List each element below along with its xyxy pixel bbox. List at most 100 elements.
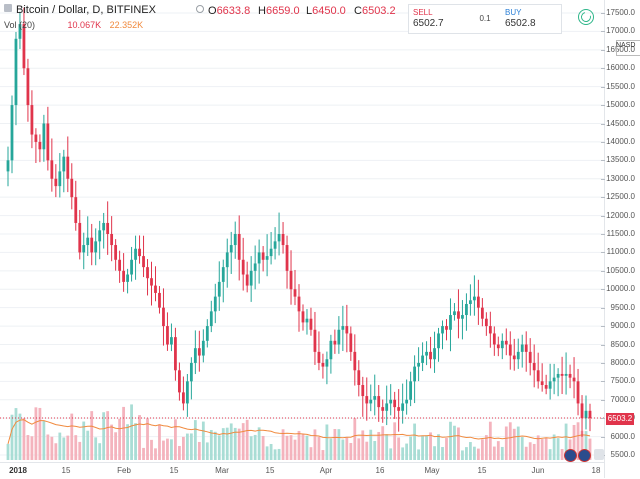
volume-bar	[429, 432, 432, 460]
time-tick-label: 16	[375, 466, 385, 475]
volume-bar	[50, 436, 54, 460]
sell-button[interactable]: SELL 6502.7	[409, 5, 469, 33]
time-tick-label: Jun	[531, 466, 545, 475]
volume-bar	[373, 440, 377, 460]
volume-bar	[457, 427, 460, 460]
candle-up	[94, 241, 98, 253]
volume-moving-average-line	[7, 419, 591, 445]
volume-bar	[524, 446, 528, 460]
candle-down	[333, 340, 337, 345]
volume-bar	[413, 423, 416, 460]
candle-down	[484, 318, 488, 327]
candle-up	[6, 160, 10, 172]
candle-down	[50, 160, 54, 179]
volume-bar	[54, 443, 58, 460]
candle-up	[548, 381, 552, 389]
us-flag-event-icon[interactable]	[564, 449, 577, 462]
volume-bar	[449, 421, 452, 460]
volume-bar	[58, 432, 62, 460]
volume-bar	[22, 418, 26, 460]
candle-down	[361, 385, 365, 397]
candle-up	[217, 281, 221, 297]
buy-button[interactable]: BUY 6502.8	[501, 5, 561, 33]
time-tick-label: Feb	[117, 466, 131, 475]
price-tick-mark	[601, 86, 605, 88]
candle-down	[281, 234, 285, 246]
volume-bar	[221, 428, 225, 460]
volume-bar	[473, 446, 476, 460]
candle-up	[413, 366, 416, 382]
volume-bar	[572, 424, 576, 460]
scroll-to-latest-icon[interactable]	[594, 449, 604, 460]
price-axis[interactable]: 17500.0 17000.0 16500.0 16000.0 15500.0 15000…	[601, 0, 640, 478]
candle-down	[122, 270, 125, 282]
volume-bar	[584, 431, 588, 460]
price-tick-mark	[601, 326, 605, 328]
volume-bar	[182, 436, 185, 460]
candle-up	[473, 296, 476, 301]
candle-up	[433, 348, 436, 360]
volume-bar	[209, 429, 213, 460]
volume-bar	[285, 435, 289, 460]
volume-bar	[201, 421, 205, 460]
candle-up	[221, 267, 225, 282]
candle-down	[353, 351, 357, 371]
volume-bar	[130, 404, 133, 460]
candle-down	[110, 234, 114, 246]
volume-bar	[305, 435, 309, 460]
volume-bar	[98, 443, 102, 460]
volume-ma-value: 22.352K	[109, 20, 144, 30]
volume-bar	[237, 428, 241, 460]
price-tick-label: 14500.0	[606, 118, 635, 128]
volume-bar	[425, 435, 428, 460]
candle-down	[70, 178, 74, 198]
candle-up	[305, 318, 309, 323]
price-tick-label: 16000.0	[606, 63, 635, 73]
candle-down	[504, 340, 508, 345]
candle-down	[174, 337, 177, 371]
candle-up	[373, 396, 377, 400]
volume-bar	[341, 439, 345, 460]
volume-bar	[14, 408, 18, 460]
buy-price: 6502.8	[505, 18, 536, 29]
price-tick-mark	[601, 418, 605, 420]
candle-down	[158, 292, 161, 308]
volume-bar	[409, 436, 413, 460]
candle-down	[289, 270, 293, 290]
price-tick-label: 10000.0	[606, 284, 635, 294]
candle-down	[118, 259, 122, 271]
candle-down	[496, 344, 500, 349]
volume-bar	[293, 439, 297, 460]
candlestick-series	[6, 7, 592, 437]
volume-bar	[166, 438, 169, 460]
volume-bar	[337, 429, 341, 460]
visibility-icon[interactable]	[196, 5, 204, 13]
volume-bar	[528, 442, 532, 460]
candle-down	[182, 392, 185, 404]
candle-down	[106, 222, 110, 234]
settings-gear-icon[interactable]	[578, 9, 594, 25]
volume-bar	[158, 424, 161, 460]
price-chart[interactable]	[0, 0, 604, 462]
time-axis[interactable]: 2018 15 Feb 15 Mar 15 Apr 16 May 15 Jun 18	[0, 462, 604, 479]
symbol-title: Bitcoin / Dollar, D, BITFINEX	[16, 4, 156, 16]
symbol-icon[interactable]	[4, 4, 12, 12]
quantity-input[interactable]: 0.1	[479, 14, 491, 23]
volume-bar	[405, 443, 409, 460]
price-tick-label: 17000.0	[606, 26, 635, 36]
volume-bar	[345, 437, 349, 460]
volume-bar	[476, 448, 480, 460]
price-tick-label: 13500.0	[606, 155, 635, 165]
candle-up	[209, 311, 213, 327]
uk-flag-event-icon[interactable]	[578, 449, 591, 462]
time-tick-label: 2018	[9, 466, 27, 475]
price-tick-mark	[601, 436, 605, 438]
volume-bar	[122, 406, 125, 460]
sell-label: SELL	[413, 8, 433, 17]
candle-down	[588, 410, 592, 419]
candle-up	[437, 333, 440, 349]
volume-bar	[178, 445, 181, 460]
volume-bars	[6, 404, 592, 460]
volume-bar	[353, 418, 357, 460]
volume-bar	[488, 421, 492, 460]
